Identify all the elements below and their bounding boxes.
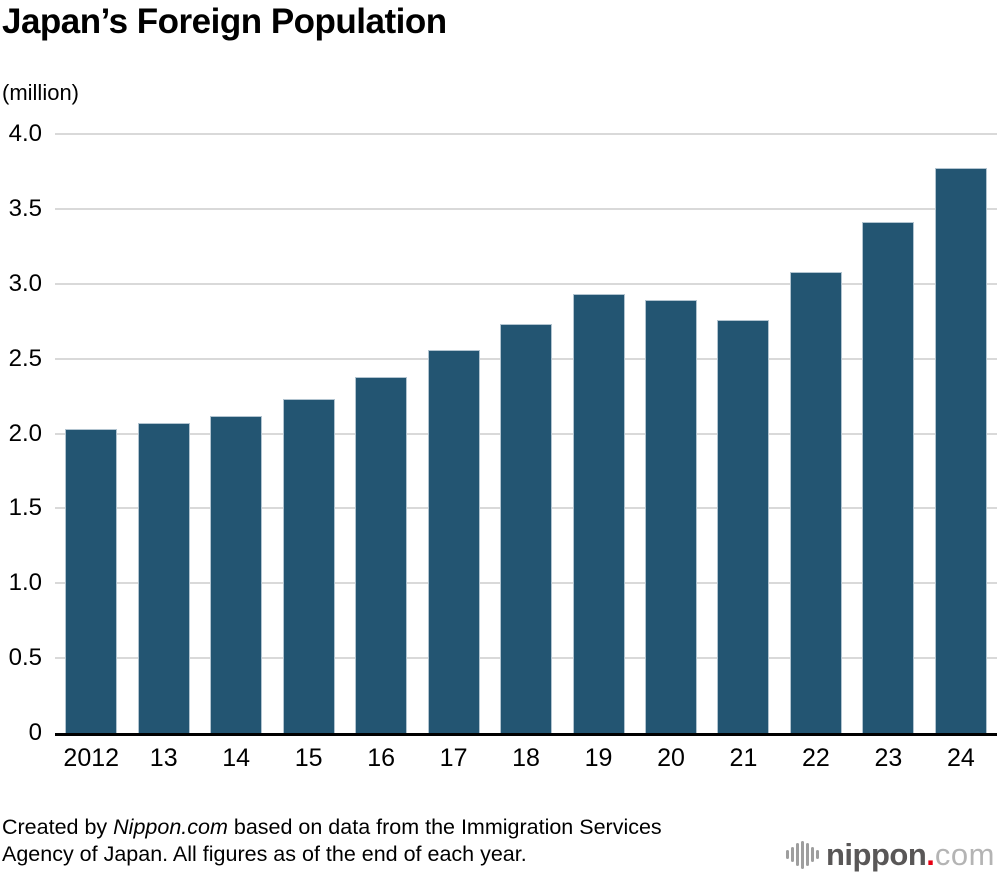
bar-slot [417, 134, 489, 733]
nippon-logo: nippon.com [786, 839, 995, 870]
y-axis-labels: 0 0.5 1.0 1.5 2.0 2.5 3.0 3.5 4.0 [0, 120, 42, 746]
bars [55, 134, 997, 733]
y-axis-tick-label: 1.0 [8, 569, 42, 597]
bar-slot [490, 134, 562, 733]
credit-line2: Agency of Japan. All figures as of the e… [2, 842, 527, 866]
bar-22 [789, 271, 842, 733]
y-axis-tick-label: 2.0 [8, 419, 42, 447]
x-axis-tick-label: 24 [946, 744, 975, 772]
bar-slot [345, 134, 417, 733]
credit-line1-rest: based on data from the Immigration Servi… [227, 815, 662, 839]
x-axis-tick-label: 14 [222, 744, 251, 772]
bar-13 [137, 423, 190, 733]
bar-slot [635, 134, 707, 733]
logo-name: nippon [826, 837, 927, 872]
x-axis-tick-label: 21 [729, 744, 758, 772]
y-axis-tick-label: 2.5 [8, 344, 42, 372]
y-axis-tick-label: 3.5 [8, 194, 42, 222]
x-axis-labels: 2012 13 14 15 16 17 18 19 20 21 22 23 24 [55, 744, 997, 773]
y-axis-unit-label: (million) [2, 80, 79, 105]
x-axis-tick-label: 22 [802, 744, 830, 772]
bar-slot [55, 134, 127, 733]
logo-tld: com [934, 837, 995, 872]
bar-17 [427, 349, 480, 733]
x-axis-tick-label: 2012 [63, 744, 120, 772]
bar-19 [572, 294, 625, 733]
credit-text: Created by Nippon.com based on data from… [2, 814, 662, 868]
plot-area [55, 133, 997, 736]
bar-14 [210, 415, 263, 733]
x-axis-tick-label: 20 [657, 744, 685, 772]
bar-slot [562, 134, 634, 733]
bar-slot [127, 134, 199, 733]
x-axis-tick-label: 17 [439, 744, 468, 772]
bar-23 [862, 222, 915, 733]
bar-slot [200, 134, 272, 733]
y-axis-tick-label: 3.0 [8, 269, 42, 297]
bar-21 [717, 319, 770, 733]
bar-slot [852, 134, 924, 733]
y-axis-tick-label: 0.5 [8, 644, 42, 672]
bar-18 [500, 324, 553, 733]
bar-slot [272, 134, 344, 733]
credit-source-name: Nippon.com [113, 815, 228, 839]
x-axis-tick-label: 15 [294, 744, 323, 772]
bar-15 [282, 399, 335, 733]
bar-slot [925, 134, 997, 733]
logo-dot: . [926, 837, 935, 872]
credit-prefix: Created by [2, 815, 114, 839]
logo-text: nippon.com [826, 839, 995, 870]
bar-16 [355, 376, 408, 733]
y-axis-tick-label: 4.0 [8, 120, 42, 147]
bar-24 [934, 168, 987, 733]
bar-slot [707, 134, 779, 733]
x-axis-tick-label: 18 [512, 744, 540, 772]
y-axis-tick-label: 1.5 [8, 494, 42, 522]
x-axis-tick-label: 13 [149, 744, 178, 772]
bar-slot [780, 134, 852, 733]
gridline [55, 207, 997, 210]
bar-2012 [65, 429, 118, 733]
chart-title: Japan’s Foreign Population [2, 2, 447, 41]
x-axis-tick-label: 16 [367, 744, 396, 772]
x-axis-tick-label: 23 [874, 744, 903, 772]
y-axis-tick-label: 0 [28, 719, 42, 746]
soundwave-icon [786, 840, 819, 870]
x-axis-tick-label: 19 [584, 744, 613, 772]
gridline [55, 133, 997, 135]
gridline [55, 282, 997, 285]
bar-20 [644, 300, 697, 733]
